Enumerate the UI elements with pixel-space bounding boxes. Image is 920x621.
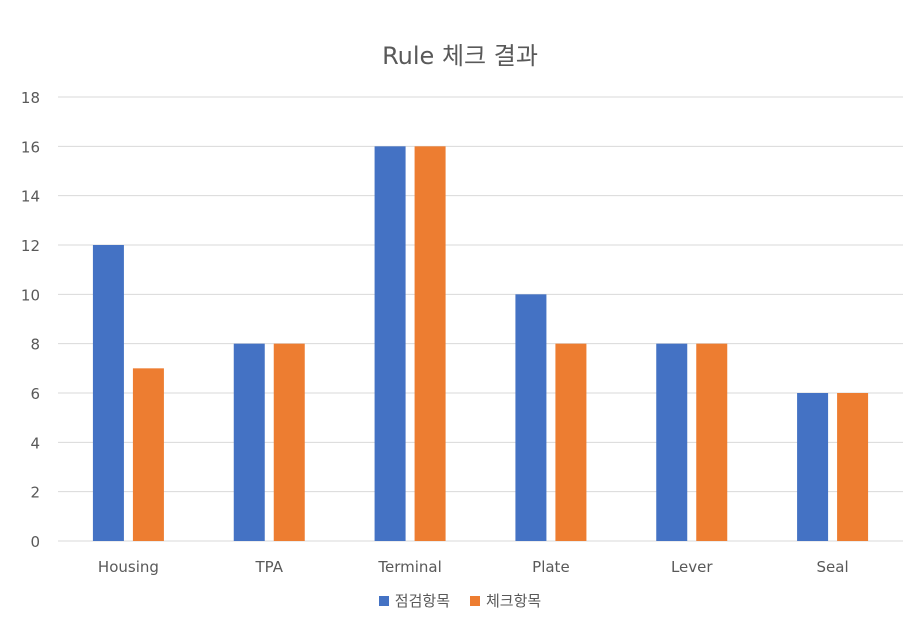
bar-terminal-series-0: [374, 146, 406, 542]
x-tick-label: Plate: [532, 558, 570, 576]
bar-housing-series-1: [132, 368, 164, 541]
y-tick-label: 2: [30, 484, 40, 502]
y-tick-label: 10: [21, 286, 40, 304]
y-tick-label: 0: [30, 533, 40, 551]
bar-tpa-series-0: [233, 343, 265, 541]
bar-plate-series-1: [555, 343, 587, 541]
legend-swatch-series-1: [470, 595, 480, 606]
legend: 점검항목 체크항목: [0, 590, 920, 611]
legend-label-series-1: 체크항목: [486, 592, 542, 610]
bar-tpa-series-1: [273, 343, 305, 541]
y-tick-label: 6: [30, 385, 40, 403]
x-tick-label: Terminal: [377, 558, 441, 576]
x-tick-label: Housing: [98, 558, 159, 576]
legend-item-series-0: 점검항목: [378, 590, 450, 611]
y-tick-label: 12: [21, 237, 40, 255]
bar-seal-series-1: [837, 393, 869, 541]
legend-swatch-series-0: [378, 595, 389, 606]
chart-title: Rule 체크 결과: [382, 42, 538, 70]
bar-terminal-series-1: [414, 146, 446, 542]
x-tick-label: TPA: [254, 558, 283, 576]
x-tick-label: Seal: [817, 558, 849, 576]
y-tick-label: 16: [21, 138, 40, 156]
bar-housing-series-0: [92, 245, 124, 541]
y-tick-label: 8: [30, 336, 40, 354]
bar-plate-series-0: [515, 294, 547, 541]
bar-seal-series-0: [797, 393, 829, 541]
x-tick-label: Lever: [671, 558, 713, 576]
legend-label-series-0: 점검항목: [394, 592, 450, 610]
y-tick-label: 4: [30, 434, 40, 452]
y-tick-label: 18: [21, 89, 40, 107]
y-tick-label: 14: [21, 188, 40, 206]
bar-lever-series-1: [696, 343, 728, 541]
bar-lever-series-0: [656, 343, 688, 541]
legend-item-series-1: 체크항목: [470, 590, 541, 611]
